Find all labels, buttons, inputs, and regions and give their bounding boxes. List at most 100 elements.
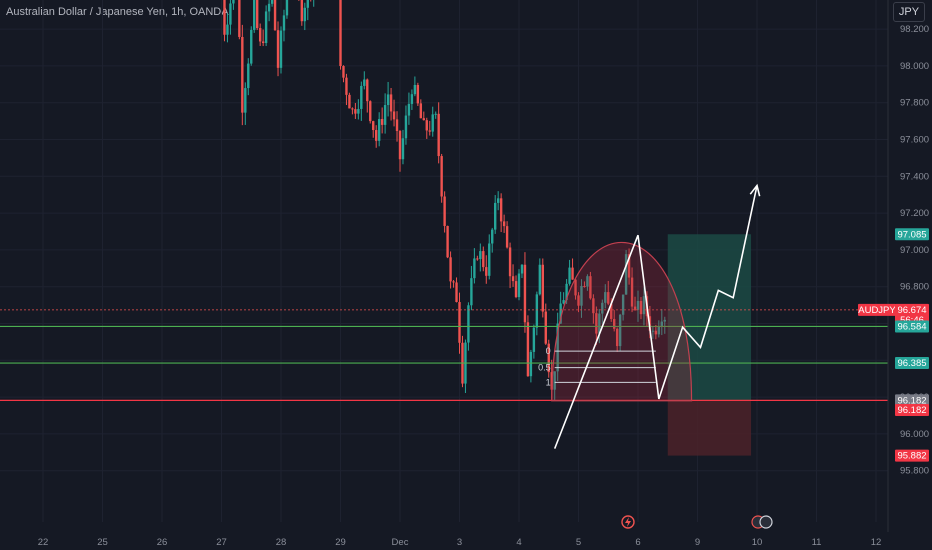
event-flash-icon[interactable] [621, 515, 635, 529]
candle-body [580, 285, 583, 306]
x-tick-label: 9 [695, 537, 700, 548]
candle-body [264, 11, 268, 43]
x-tick-label: Dec [392, 537, 409, 548]
candle-body [392, 111, 396, 120]
price-badge [895, 403, 929, 416]
candle-body [383, 105, 387, 125]
candle-body [342, 66, 345, 78]
candle-body [538, 264, 542, 295]
candle-body [657, 327, 661, 335]
x-tick-label: 6 [635, 537, 640, 548]
projection-arrowhead[interactable] [749, 183, 761, 197]
price-badge [895, 320, 929, 333]
x-tick-label: 22 [38, 537, 49, 548]
candle-body [276, 30, 280, 68]
price-badge-label: 96.182 [897, 405, 926, 416]
candle-body [544, 311, 547, 344]
candle-body [247, 63, 250, 89]
candle-body [598, 313, 601, 334]
x-tick-label: 28 [276, 537, 287, 548]
arc-drawing[interactable] [551, 241, 693, 402]
candle-body [577, 295, 580, 306]
loss-zone[interactable] [667, 400, 752, 456]
y-tick-label: 97.400 [900, 171, 929, 182]
candle-body [491, 229, 494, 244]
candle-body [244, 88, 247, 113]
candle-body [574, 279, 577, 296]
event-flags-icon[interactable] [751, 515, 773, 529]
price-badge-label: 96.385 [897, 358, 926, 369]
candle-body [547, 343, 550, 373]
projection-line[interactable] [553, 185, 758, 449]
x-tick-label: 4 [516, 537, 521, 548]
candle-body [455, 282, 458, 303]
arc-shape[interactable] [551, 241, 693, 402]
candle-body [532, 327, 536, 352]
candle-body [431, 114, 434, 132]
grid-lines [0, 0, 888, 522]
candle-body [232, 0, 235, 4]
y-tick-label: 97.800 [900, 98, 929, 109]
price-badge-label: 96.182 [897, 395, 926, 406]
chart-title: Australian Dollar / Japanese Yen, 1h, OA… [6, 6, 229, 18]
candle-body [279, 30, 283, 68]
candle-body [300, 0, 304, 22]
position-tool[interactable] [667, 234, 752, 456]
x-tick-label: 27 [216, 537, 227, 548]
candle-body [449, 257, 452, 282]
candle-body [419, 103, 423, 119]
candle-body [630, 277, 634, 307]
y-tick-label: 98.200 [900, 24, 929, 35]
price-badge-label: 96.584 [897, 321, 926, 332]
price-badge [895, 449, 929, 462]
candle-body [485, 267, 488, 276]
candle-body [339, 0, 342, 67]
candle-body [583, 285, 586, 287]
candle-body [615, 328, 619, 347]
candle-body [642, 296, 646, 315]
projection-path[interactable] [553, 183, 761, 449]
price-badge [895, 394, 929, 407]
candle-body [476, 258, 479, 260]
event-markers[interactable] [621, 515, 773, 529]
candle-body [479, 251, 482, 260]
candle-body [416, 84, 420, 104]
candle-body [380, 119, 384, 125]
candle-body [351, 108, 354, 110]
candle-body [357, 108, 360, 114]
candle-body [610, 303, 613, 319]
symbol-badge-label: AUDJPY [858, 305, 896, 316]
y-tick-label: 95.800 [900, 466, 929, 477]
candle-body [389, 94, 393, 112]
candle-body [446, 225, 449, 258]
candle-body [494, 202, 497, 230]
candle-body [303, 7, 306, 22]
candle-body [514, 281, 518, 298]
horizontal-lines[interactable] [0, 309, 888, 402]
candle-body [624, 254, 628, 295]
candle-body [229, 3, 232, 25]
candle-body [663, 319, 666, 322]
fib-level-label: 0 [546, 346, 551, 356]
candle-body [604, 292, 607, 303]
candle-body [636, 300, 640, 310]
candle-body [467, 305, 470, 343]
y-tick-label: 96.000 [900, 429, 929, 440]
candle-body [273, 0, 277, 31]
candle-body [452, 281, 455, 283]
candle-body [404, 115, 408, 139]
candle-body [256, 0, 259, 29]
fib-level-label: 0.5 [538, 363, 551, 373]
candle-body [499, 198, 503, 222]
candle-body [607, 292, 610, 304]
candle-body [253, 0, 256, 30]
candle-body [496, 198, 500, 203]
candle-body [562, 300, 565, 304]
price-badge-label: 95.882 [897, 451, 926, 462]
currency-button[interactable]: JPY [893, 2, 925, 22]
candle-body [363, 79, 366, 86]
fib-retracement[interactable]: 00.51 [538, 346, 656, 387]
candle-body [559, 303, 562, 324]
candle-body [482, 251, 485, 268]
